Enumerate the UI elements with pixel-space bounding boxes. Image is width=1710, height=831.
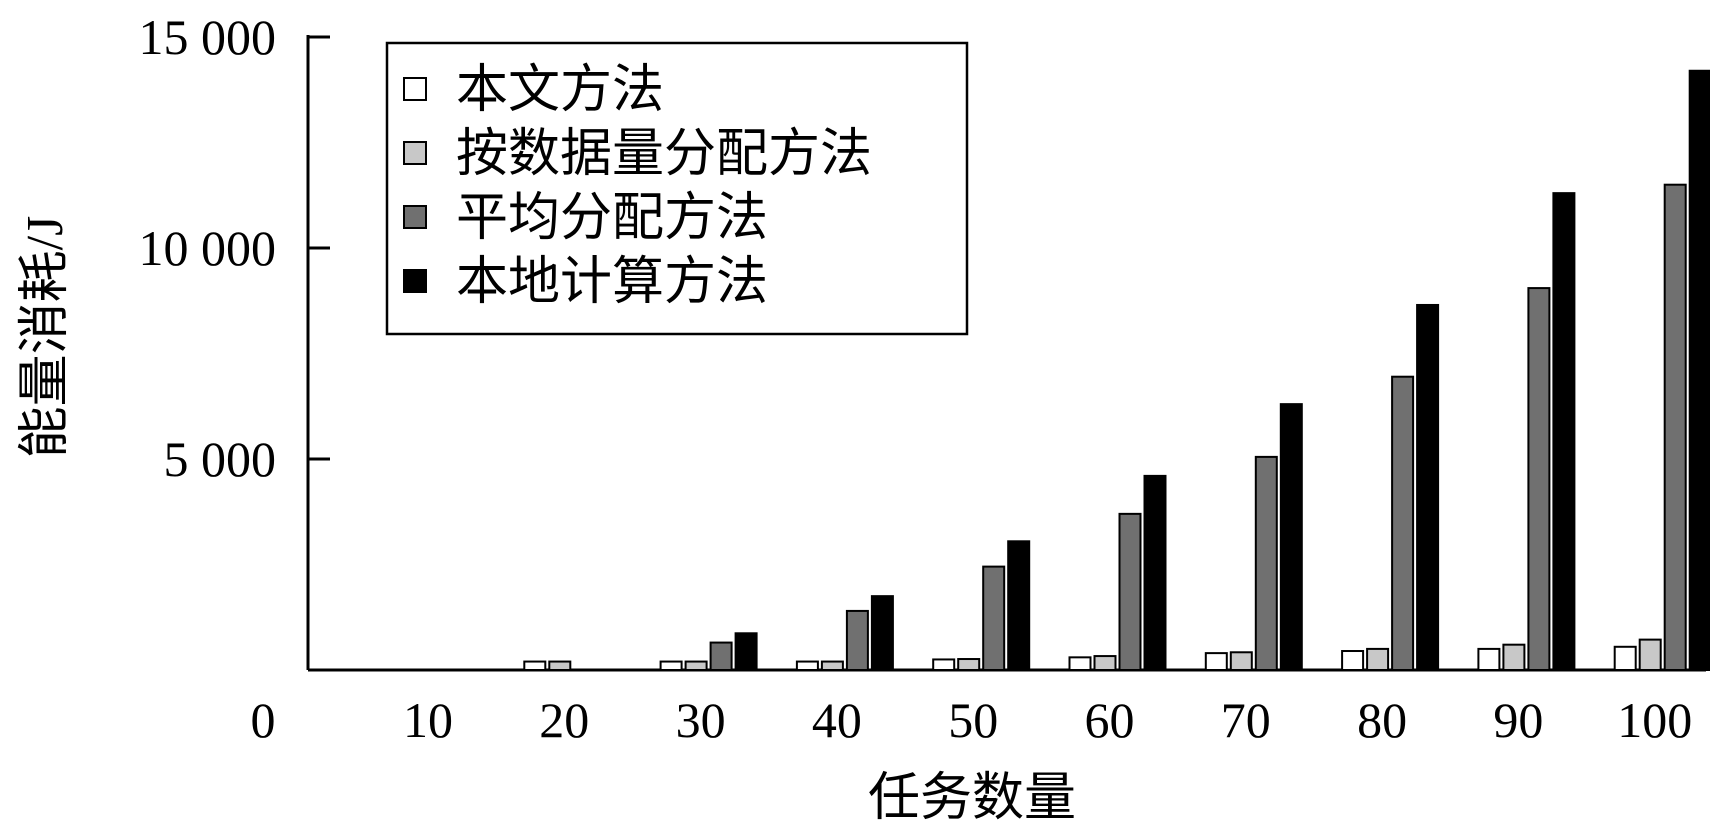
legend-frame (385, 41, 969, 336)
legend-label-2: 按数据量分配方法 (456, 126, 872, 183)
chart-bars (523, 69, 1710, 672)
bar-1-50 (932, 658, 956, 672)
bar-2-40 (820, 660, 844, 671)
bar-1-100 (1613, 645, 1637, 671)
x-tick-label: 40 (812, 692, 862, 748)
legend-label-4: 本地计算方法 (456, 254, 768, 311)
bar-1-80 (1341, 650, 1365, 672)
bar-2-70 (1229, 651, 1253, 672)
bar-4-100 (1688, 69, 1710, 671)
bar-4-40 (870, 595, 894, 672)
bar-2-100 (1638, 638, 1662, 672)
y-tick-label: 5 000 (164, 431, 277, 487)
x-tick-label: 10 (403, 692, 453, 748)
bar-2-30 (684, 660, 708, 671)
y-tick-label: 15 000 (139, 9, 277, 65)
legend-swatch-4 (403, 269, 427, 293)
chart-tick-labels: 5 000 10 000 15 000 0 10 20 30 40 50 60 70 80 90 100 (139, 9, 1693, 748)
x-tick-label: 60 (1085, 692, 1135, 748)
bar-4-80 (1416, 303, 1440, 671)
bar-1-70 (1204, 652, 1228, 671)
bar-4-60 (1143, 474, 1167, 671)
bar-3-30 (709, 641, 733, 672)
bar-3-70 (1254, 455, 1278, 672)
bar-1-90 (1477, 647, 1501, 672)
y-axis-title: 能量消耗/J (17, 216, 74, 459)
bar-3-100 (1663, 183, 1687, 671)
bar-1-60 (1068, 656, 1092, 672)
bar-1-30 (659, 660, 683, 671)
x-tick-label: 20 (539, 692, 589, 748)
y-tick-label: 10 000 (139, 220, 277, 276)
legend-label-3: 平均分配方法 (456, 190, 768, 247)
bar-3-90 (1527, 287, 1551, 671)
legend-swatch-1 (403, 77, 427, 101)
bar-3-60 (1118, 512, 1142, 671)
bar-1-40 (795, 660, 819, 671)
x-tick-label: 90 (1493, 692, 1543, 748)
bar-2-20 (548, 660, 572, 671)
x-tick-label: 80 (1357, 692, 1407, 748)
bar-3-80 (1391, 375, 1415, 671)
legend-swatch-2 (403, 141, 427, 165)
bar-2-80 (1366, 647, 1390, 672)
bar-2-90 (1502, 643, 1526, 671)
legend-label-1: 本文方法 (456, 62, 664, 119)
legend-swatch-3 (403, 205, 427, 229)
bar-4-70 (1279, 403, 1303, 671)
bar-2-60 (1093, 655, 1117, 671)
x-tick-label: 30 (676, 692, 726, 748)
bar-4-90 (1552, 192, 1576, 671)
bar-1-20 (523, 660, 547, 671)
x-axis-title: 任务数量 (868, 770, 1076, 827)
x-tick-label: 100 (1617, 692, 1692, 748)
y-tick-label: 0 (251, 692, 276, 748)
x-tick-label: 70 (1221, 692, 1271, 748)
bar-4-30 (734, 632, 758, 672)
bar-4-50 (1007, 540, 1031, 671)
bar-2-50 (957, 658, 981, 672)
x-tick-label: 50 (948, 692, 998, 748)
bar-3-50 (982, 565, 1006, 671)
bar-3-40 (845, 609, 869, 671)
